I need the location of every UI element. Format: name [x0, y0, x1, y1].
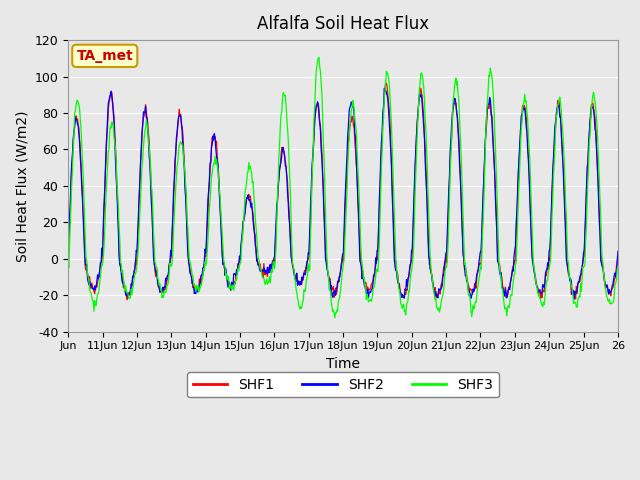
Legend: SHF1, SHF2, SHF3: SHF1, SHF2, SHF3 [187, 372, 499, 397]
SHF3 [278, 108, 285, 114]
SHF2 [230, 271, 237, 276]
Text: TA_met: TA_met [76, 49, 133, 63]
Line: SHF2: SHF2 [68, 88, 618, 299]
SHF2 [64, 248, 72, 254]
SHF2 [380, 85, 388, 91]
SHF2 [431, 293, 439, 299]
SHF1 [123, 297, 131, 302]
Line: SHF3: SHF3 [68, 58, 618, 318]
SHF3 [315, 55, 323, 60]
SHF1 [382, 80, 390, 85]
SHF1 [258, 268, 266, 274]
Line: SHF1: SHF1 [68, 83, 618, 300]
SHF1 [230, 279, 238, 285]
SHF2 [129, 273, 136, 279]
SHF1 [614, 251, 622, 257]
SHF3 [401, 307, 409, 313]
SHF3 [230, 287, 237, 293]
SHF3 [432, 296, 440, 301]
SHF1 [432, 295, 440, 300]
SHF3 [331, 315, 339, 321]
SHF3 [257, 267, 265, 273]
SHF2 [570, 296, 578, 302]
Title: Alfalfa Soil Heat Flux: Alfalfa Soil Heat Flux [257, 15, 429, 33]
SHF2 [257, 268, 265, 274]
SHF2 [401, 295, 408, 301]
SHF1 [64, 255, 72, 261]
SHF3 [129, 286, 136, 292]
SHF1 [278, 148, 286, 154]
SHF3 [614, 265, 622, 271]
SHF2 [614, 248, 622, 254]
Y-axis label: Soil Heat Flux (W/m2): Soil Heat Flux (W/m2) [15, 110, 29, 262]
X-axis label: Time: Time [326, 357, 360, 371]
SHF2 [278, 152, 285, 158]
SHF1 [401, 290, 409, 296]
SHF1 [129, 274, 137, 280]
SHF3 [64, 258, 72, 264]
